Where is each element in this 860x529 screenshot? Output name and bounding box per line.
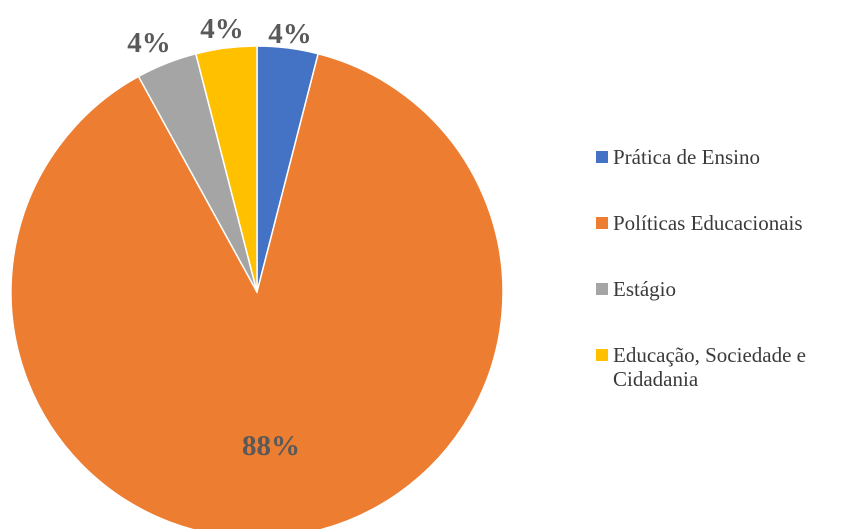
pie-data-labels: 4% 88% 4% 4% xyxy=(127,13,312,462)
legend-label: Estágio xyxy=(613,277,676,301)
legend-swatch xyxy=(596,283,608,295)
legend-swatch xyxy=(596,217,608,229)
legend-swatch xyxy=(596,349,608,361)
pie-slice-politicas-educacionais xyxy=(10,52,504,529)
legend-item-estagio: Estágio xyxy=(596,277,860,301)
pie-slice-educacao-sociedade-e-cidadania xyxy=(194,45,258,293)
legend-label: Políticas Educacionais xyxy=(613,211,803,235)
legend-item-politicas-educacionais: Políticas Educacionais xyxy=(596,211,860,235)
data-label-pratica-de-ensino: 4% xyxy=(268,18,312,50)
legend-swatch xyxy=(596,151,608,163)
data-label-estagio: 4% xyxy=(127,27,171,59)
legend-item-pratica-de-ensino: Prática de Ensino xyxy=(596,145,860,169)
data-label-politicas-educacionais: 88% xyxy=(242,430,300,462)
legend: Prática de Ensino Políticas Educacionais… xyxy=(596,145,860,433)
legend-label: Prática de Ensino xyxy=(613,145,760,169)
legend-item-educacao-sociedade-cidadania: Educação, Sociedade e Cidadania xyxy=(596,343,860,391)
legend-label: Educação, Sociedade e Cidadania xyxy=(613,343,806,391)
pie-slices xyxy=(10,45,504,529)
data-label-educacao-sociedade-e-cidadania: 4% xyxy=(200,13,244,45)
